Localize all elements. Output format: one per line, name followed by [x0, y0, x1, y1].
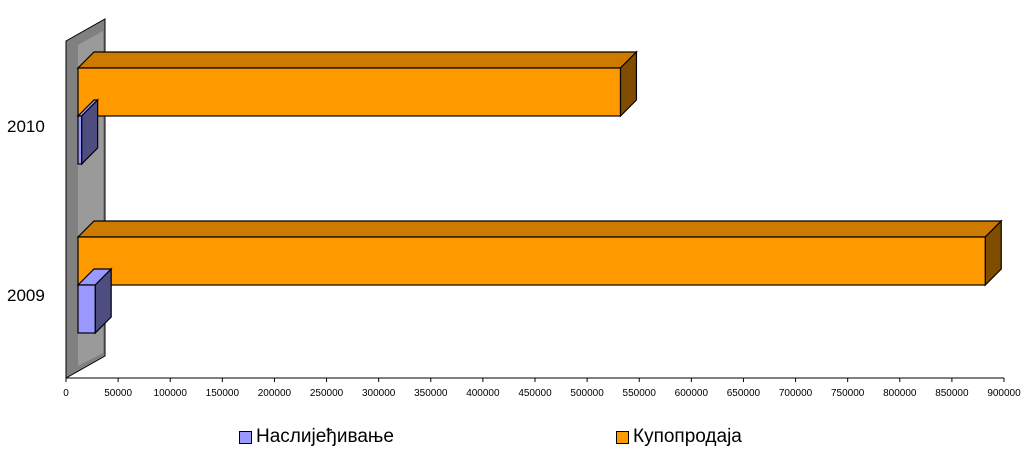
category-labels: 2010 2009 [7, 117, 45, 305]
legend-item-series-2: Купопродаја [616, 426, 742, 448]
x-tick-label: 50000 [104, 388, 132, 399]
x-tick-label: 800000 [883, 388, 917, 399]
bar-2010-series-1 [77, 115, 83, 165]
x-tick-label: 600000 [675, 388, 709, 399]
x-tick-label: 650000 [727, 388, 761, 399]
x-tick-label: 250000 [310, 388, 344, 399]
legend-label-series-2: Купопродаја [633, 426, 742, 447]
y-category-label: 2009 [7, 286, 45, 305]
legend-swatch-series-2 [616, 430, 629, 444]
bar-2010-series-2 [77, 67, 622, 117]
x-tick-label: 100000 [154, 388, 188, 399]
x-tick-label: 0 [63, 388, 69, 399]
bar-2009-series-1 [77, 284, 96, 334]
x-tick-label: 400000 [466, 388, 500, 399]
x-tick-label: 450000 [518, 388, 552, 399]
legend-label-series-1: Наслијеђивање [256, 426, 394, 447]
x-tick-label: 750000 [831, 388, 865, 399]
legend: Наслијеђивање Купопродаја [0, 426, 1025, 454]
x-tick-label: 900000 [987, 388, 1021, 399]
bar-chart: 0 50000 100000 150000 200000 250000 300000 3500… [7, 18, 1021, 399]
x-tick-label: 700000 [779, 388, 813, 399]
x-tick-label: 550000 [623, 388, 657, 399]
x-tick-label: 200000 [258, 388, 292, 399]
bar-2009-series-2 [77, 236, 986, 286]
x-tick-label: 150000 [206, 388, 240, 399]
x-tick-label: 350000 [414, 388, 448, 399]
bar-top-face [76, 51, 638, 69]
legend-item-series-1: Наслијеђивање [239, 426, 394, 448]
x-axis: 0 50000 100000 150000 200000 250000 300000 3500… [63, 377, 1021, 399]
legend-swatch-series-1 [239, 430, 252, 444]
x-tick-label: 850000 [935, 388, 969, 399]
x-tick-label: 300000 [362, 388, 396, 399]
bar-top-face [76, 220, 1003, 238]
bars [76, 50, 1003, 335]
y-category-label: 2010 [7, 117, 45, 136]
x-tick-label: 500000 [570, 388, 604, 399]
